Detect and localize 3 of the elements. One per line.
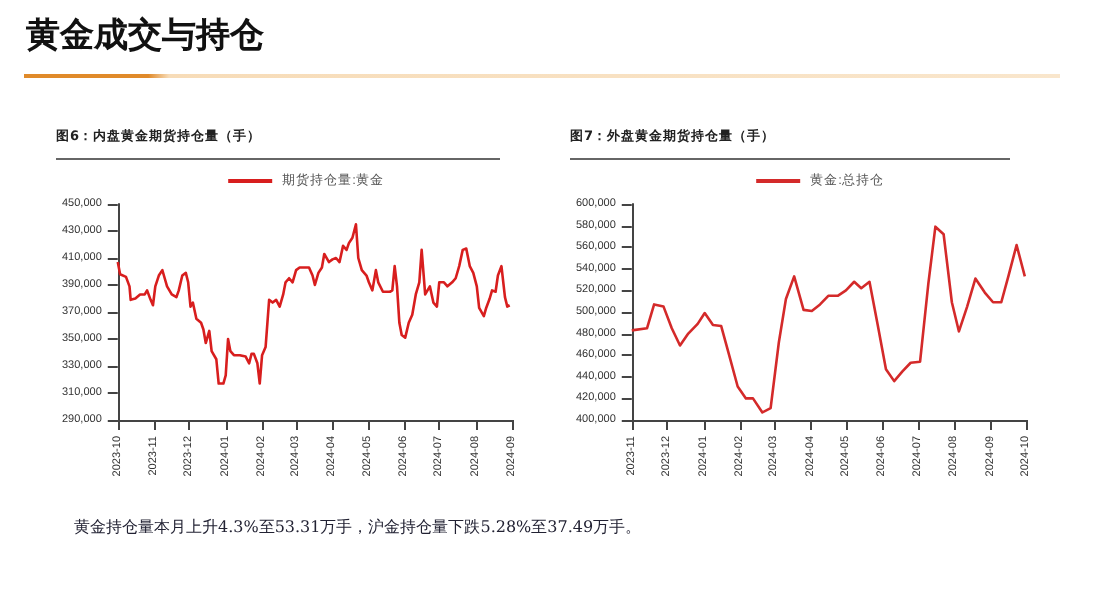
line-series [630, 225, 1027, 414]
text: 黄金持仓量本月上升4.3%至53.31万手，沪金持仓量下跌5.28%至37.49万手。 [74, 516, 642, 538]
text: 黄金成交与持仓 [26, 14, 264, 58]
